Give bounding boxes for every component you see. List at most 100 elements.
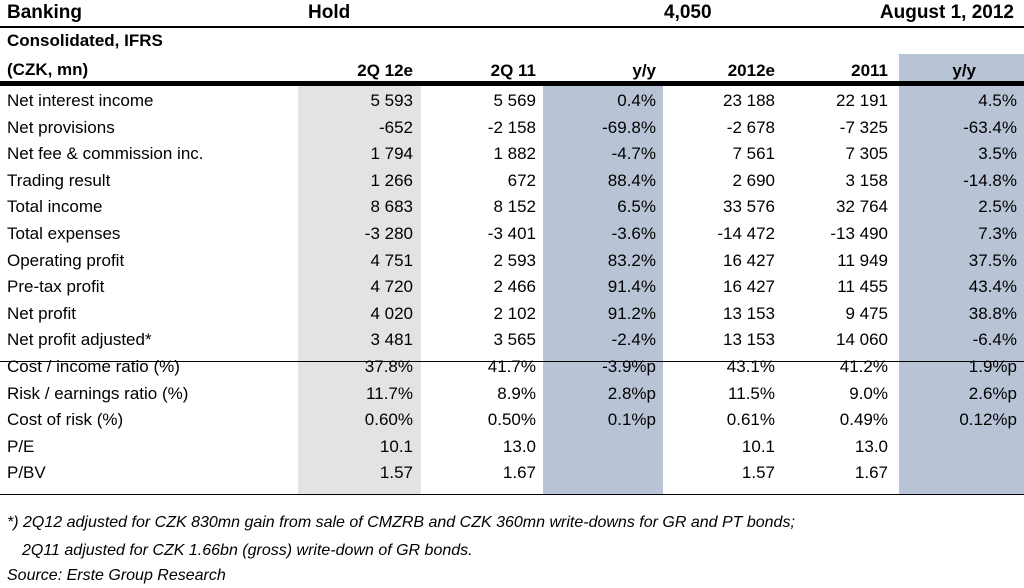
value-cell: 11.5% xyxy=(728,383,775,403)
value-cell: 2 102 xyxy=(493,303,536,323)
col-header-yy-quarter: y/y xyxy=(632,61,656,80)
value-cell: 4.5% xyxy=(978,91,1017,110)
value-cell: 7 561 xyxy=(732,144,775,164)
table-row: Net profit adjusted* 3 481 3 565 -2.4% 13 15… xyxy=(0,327,1024,353)
value-cell: 4 720 xyxy=(370,277,413,297)
value-cell: 0.61% xyxy=(726,410,775,430)
value-cell: 41.7% xyxy=(487,357,536,376)
value-cell: 13.0 xyxy=(854,436,888,456)
value-cell: -2 678 xyxy=(726,117,775,137)
row-label: Operating profit xyxy=(7,250,125,270)
row-label: Cost of risk (%) xyxy=(7,410,124,430)
value-cell: 3 158 xyxy=(845,170,888,190)
value-cell: 1.67 xyxy=(854,463,888,483)
value-cell: -6.4% xyxy=(972,330,1017,350)
value-cell: 0.50% xyxy=(487,410,536,430)
value-cell: 3 481 xyxy=(370,330,413,350)
report-date: August 1, 2012 xyxy=(879,2,1014,23)
value-cell: 4 751 xyxy=(370,250,413,270)
table-row: P/E 10.1 13.0 10.1 13.0 xyxy=(0,434,1024,460)
value-cell: 6.5% xyxy=(617,197,656,217)
value-cell: 38.8% xyxy=(968,303,1017,323)
value-cell: 1 266 xyxy=(370,170,413,190)
table-row: Cost / income ratio (%) 37.8% 41.7% -3.9%p 4… xyxy=(0,354,1024,380)
row-label: Net profit xyxy=(7,303,76,323)
value-cell: 2 690 xyxy=(732,170,775,190)
value-cell: 13.0 xyxy=(502,436,536,456)
value-cell: 0.12%p xyxy=(959,410,1017,430)
footnote-adjustment: *) 2Q12 adjusted for CZK 830mn gain from… xyxy=(7,514,795,531)
col-header-2q12e: 2Q 12e xyxy=(357,61,413,80)
column-shade-yy-quarter xyxy=(543,86,663,494)
value-cell: 16 427 xyxy=(723,250,775,270)
col-header-2012e: 2012e xyxy=(727,61,775,80)
row-label: Total expenses xyxy=(7,224,121,243)
value-cell: 8 683 xyxy=(370,197,413,217)
rating-label: Hold xyxy=(308,2,351,23)
row-label: Net profit adjusted* xyxy=(7,330,152,350)
value-cell: 88.4% xyxy=(607,170,656,190)
value-cell: -3 280 xyxy=(364,224,413,243)
value-cell: 11 455 xyxy=(837,277,888,297)
value-cell: 13 153 xyxy=(723,303,775,323)
target-price: 4,050 xyxy=(664,2,712,23)
table-row: Total expenses -3 280 -3 401 -3.6% -14 472 -1… xyxy=(0,221,1024,247)
col-header-2011: 2011 xyxy=(851,61,888,80)
ratio-separator xyxy=(0,361,1024,362)
value-cell: 1 794 xyxy=(370,144,413,164)
value-cell: 22 191 xyxy=(836,91,888,110)
row-label: Trading result xyxy=(7,170,111,190)
value-cell xyxy=(902,434,1017,460)
subheader-units: (CZK, mn) xyxy=(7,60,89,79)
value-cell: -652 xyxy=(378,117,413,137)
value-cell: 10.1 xyxy=(379,436,413,456)
table-row: Net interest income 5 593 5 569 0.4% 23 188 2… xyxy=(0,88,1024,114)
value-cell: 0.1%p xyxy=(607,410,656,430)
value-cell: 7.3% xyxy=(978,224,1017,243)
value-cell: 43.4% xyxy=(968,277,1017,297)
value-cell: 0.4% xyxy=(617,91,656,110)
value-cell: 37.8% xyxy=(364,357,413,376)
value-cell: -69.8% xyxy=(602,117,656,137)
value-cell: 3.5% xyxy=(978,144,1017,164)
value-cell: -3 401 xyxy=(487,224,536,243)
value-cell: 3 565 xyxy=(493,330,536,350)
value-cell: 1.67 xyxy=(502,463,536,483)
value-cell: 1 882 xyxy=(493,144,536,164)
value-cell: 11.7% xyxy=(366,383,413,403)
value-cell: 32 764 xyxy=(836,197,888,217)
table-row: Risk / earnings ratio (%) 11.7% 8.9% 2.8%p 1… xyxy=(0,381,1024,407)
table-row: Pre-tax profit 4 720 2 466 91.4% 16 427 11 45… xyxy=(0,274,1024,300)
value-cell: 1.9%p xyxy=(968,357,1017,376)
value-cell: 43.1% xyxy=(726,357,775,376)
value-cell: 14 060 xyxy=(836,330,888,350)
column-shade-yy-annual xyxy=(899,54,1024,494)
table-row: Net provisions -652 -2 158 -69.8% -2 678 -7 3… xyxy=(0,115,1024,141)
value-cell: 11 949 xyxy=(837,250,888,270)
value-cell: 8 152 xyxy=(493,197,536,217)
value-cell: 9.0% xyxy=(849,383,888,403)
row-label: P/E xyxy=(7,436,35,456)
row-label: Pre-tax profit xyxy=(7,277,105,297)
table-row: Cost of risk (%) 0.60% 0.50% 0.1%p 0.61% 0.49… xyxy=(0,407,1024,433)
footnote-source: Source: Erste Group Research xyxy=(7,567,226,584)
value-cell: -2 158 xyxy=(487,117,536,137)
table-row: Total income 8 683 8 152 6.5% 33 576 32 764 2.… xyxy=(0,194,1024,220)
value-cell: 2.6%p xyxy=(968,383,1017,403)
value-cell: 7 305 xyxy=(845,144,888,164)
row-label: Net provisions xyxy=(7,117,115,137)
row-label: Risk / earnings ratio (%) xyxy=(7,383,189,403)
table-row: Net fee & commission inc. 1 794 1 882 -4.7%… xyxy=(0,141,1024,167)
row-label: Total income xyxy=(7,197,103,217)
table-row: Net profit 4 020 2 102 91.2% 13 153 9 475 38.8… xyxy=(0,301,1024,327)
value-cell: -3.6% xyxy=(611,224,656,243)
value-cell: 2.8%p xyxy=(607,383,656,403)
value-cell: 10.1 xyxy=(741,436,775,456)
value-cell: 672 xyxy=(507,170,536,190)
value-cell: 83.2% xyxy=(607,250,656,270)
value-cell: 1.57 xyxy=(741,463,775,483)
value-cell: -13 490 xyxy=(830,224,888,243)
value-cell: 8.9% xyxy=(497,383,536,403)
value-cell: -14 472 xyxy=(717,224,775,243)
column-shade-2q12e xyxy=(298,86,421,494)
